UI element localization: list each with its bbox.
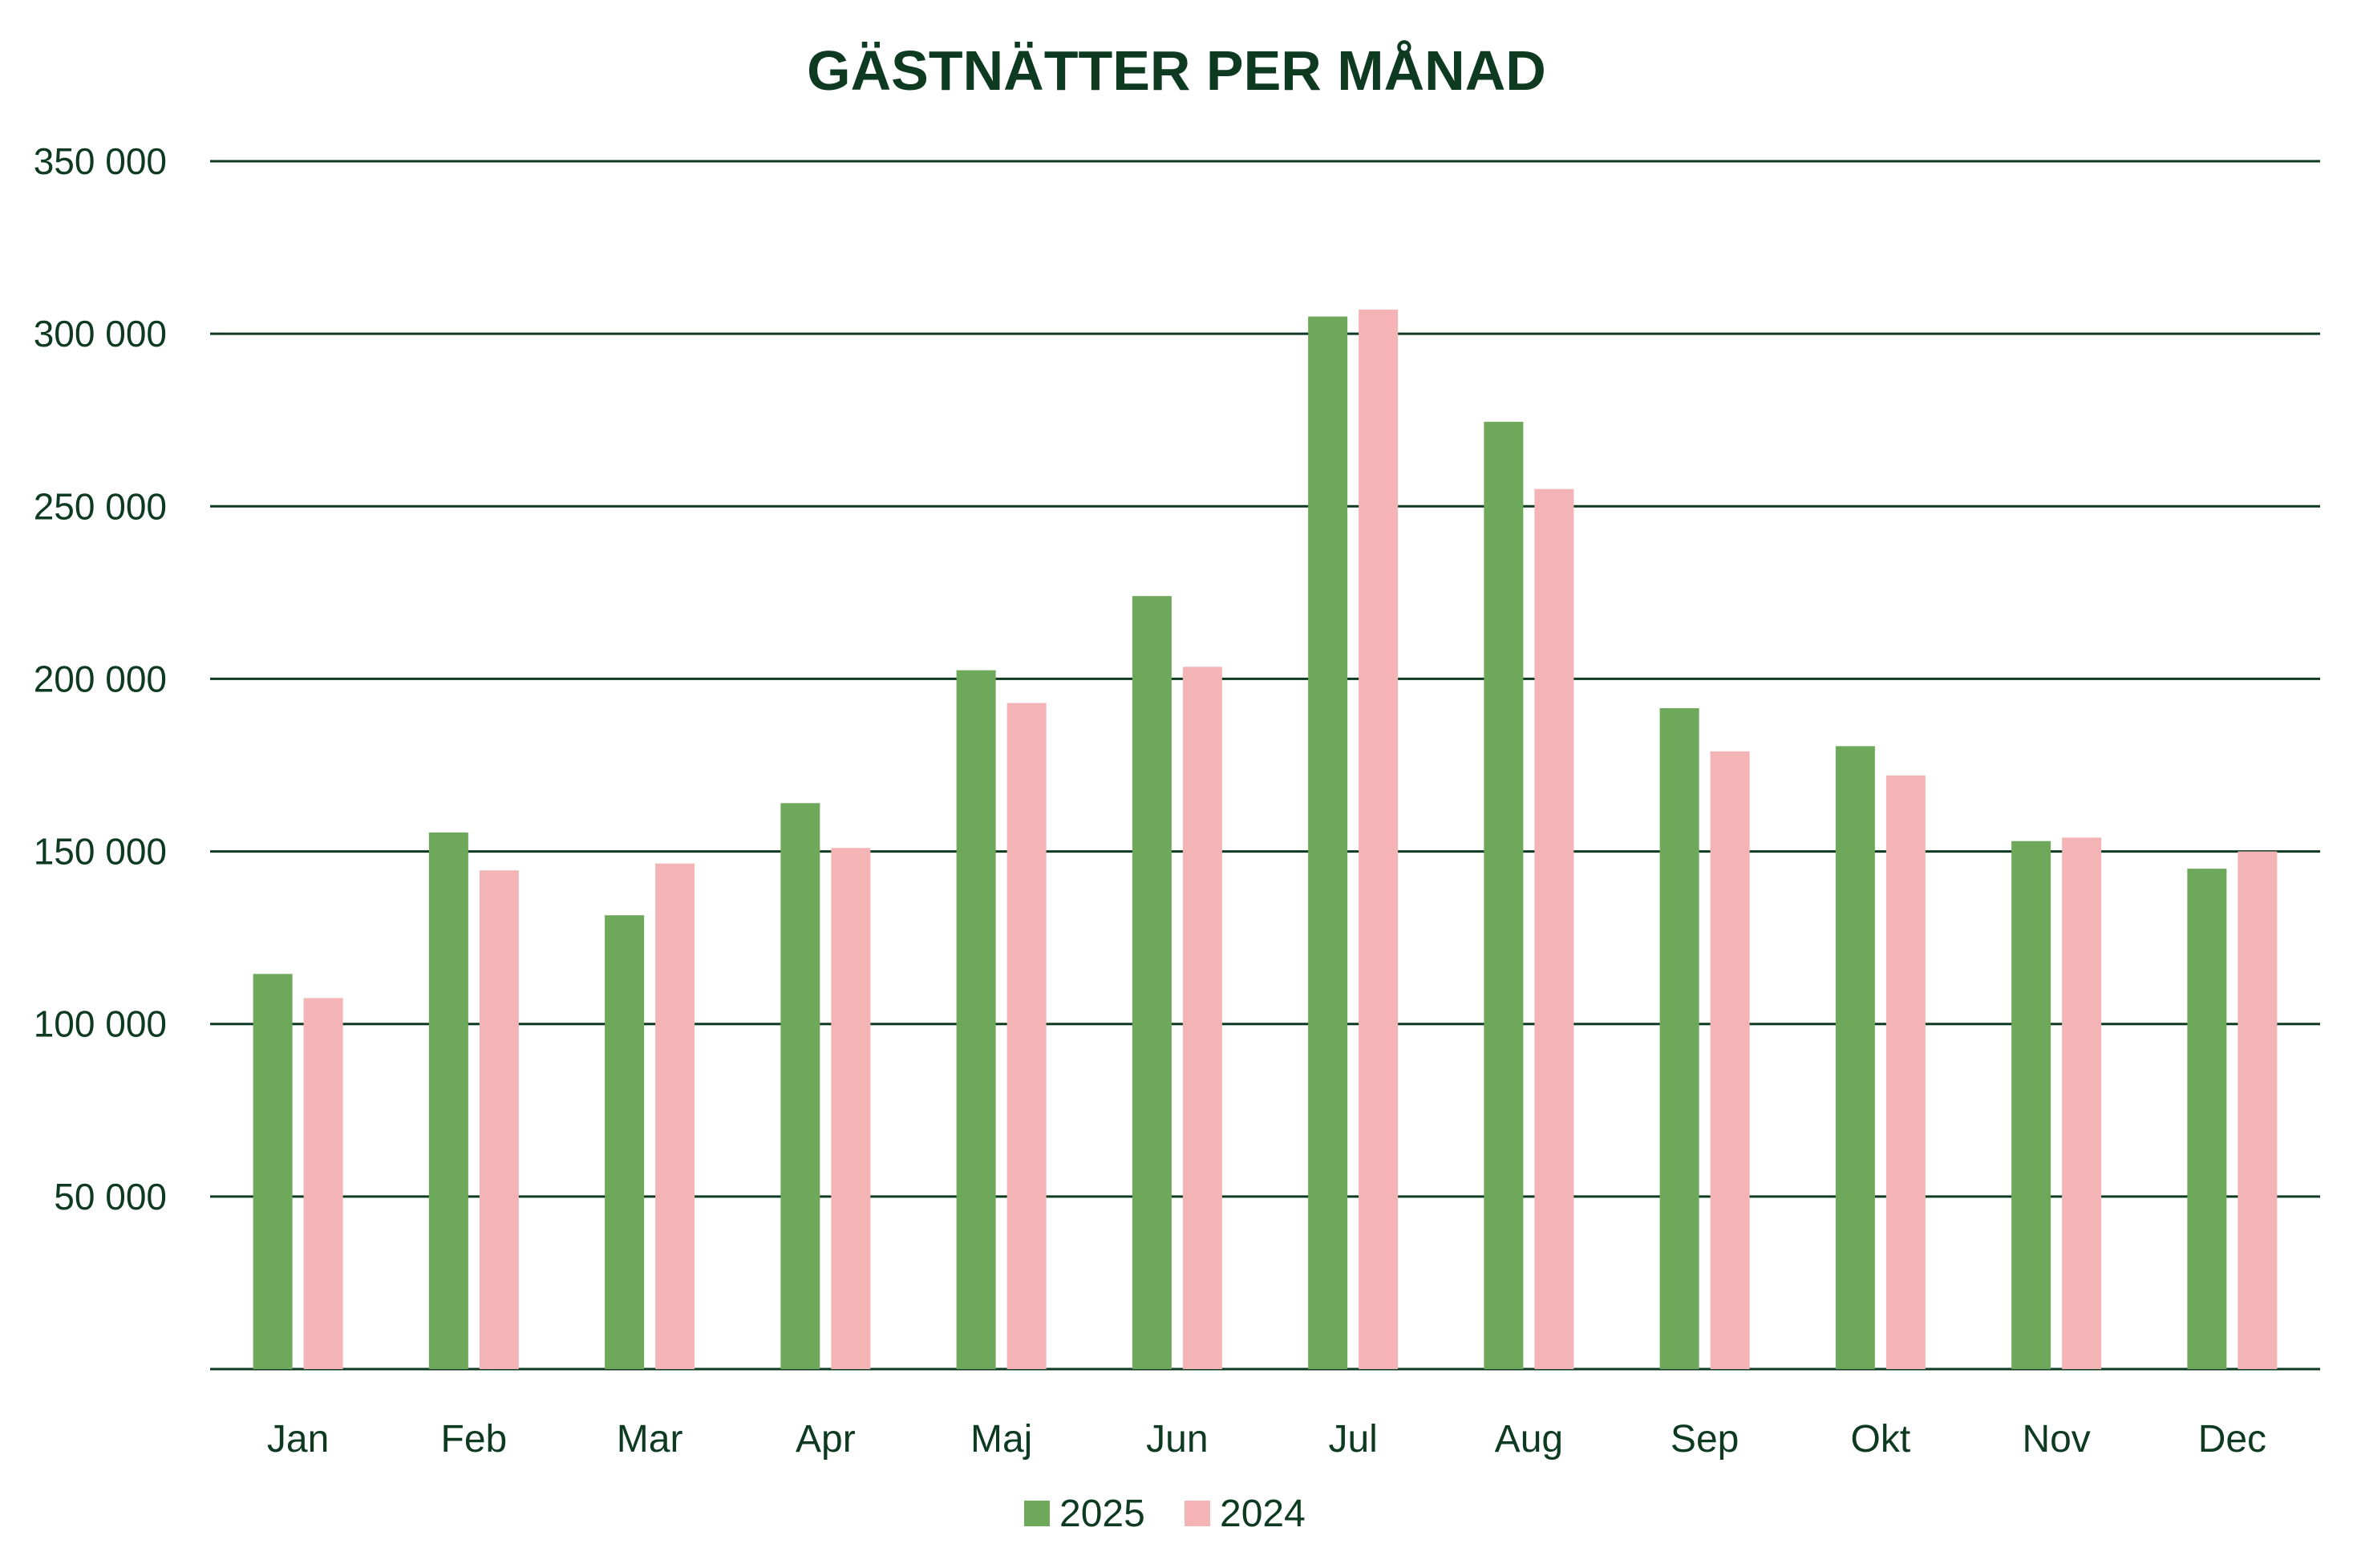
bar-2025-aug bbox=[1484, 421, 1524, 1369]
bar-2025-jun bbox=[1132, 596, 1172, 1369]
bar-2025-nov bbox=[2011, 841, 2051, 1369]
x-tick-label: Nov bbox=[2022, 1418, 2090, 1461]
y-tick-label: 50 000 bbox=[54, 1176, 167, 1218]
bar-2025-maj bbox=[956, 670, 996, 1369]
x-tick-label: Maj bbox=[970, 1418, 1032, 1461]
x-tick-label: Mar bbox=[617, 1418, 683, 1461]
y-tick-label: 100 000 bbox=[34, 1003, 167, 1045]
bar-2024-apr bbox=[831, 848, 871, 1369]
bar-2025-jul bbox=[1308, 316, 1348, 1370]
bar-2024-sep bbox=[1710, 751, 1750, 1369]
bar-2024-jan bbox=[303, 998, 343, 1369]
y-tick-label: 200 000 bbox=[34, 658, 167, 699]
bar-2024-maj bbox=[1006, 703, 1047, 1369]
bar-2024-jul bbox=[1359, 310, 1399, 1370]
bar-2025-okt bbox=[1835, 746, 1875, 1369]
x-tick-label: Sep bbox=[1671, 1418, 1739, 1461]
bar-2024-feb bbox=[479, 870, 519, 1369]
bar-2025-sep bbox=[1659, 708, 1699, 1369]
bar-2024-mar bbox=[655, 863, 695, 1369]
bar-2024-aug bbox=[1534, 488, 1574, 1369]
y-tick-label: 250 000 bbox=[34, 485, 167, 527]
bar-2024-dec bbox=[2238, 851, 2278, 1369]
x-axis-ticks: Jan Feb Mar Apr Maj Jun Jul Aug Sep Okt Nov Dec bbox=[267, 1418, 2266, 1461]
y-tick-label: 350 000 bbox=[34, 140, 167, 182]
bar-2024-okt bbox=[1885, 775, 1926, 1369]
x-tick-label: Jan bbox=[267, 1418, 329, 1461]
legend: 2025 2024 bbox=[1024, 1493, 1306, 1535]
bar-2025-apr bbox=[780, 803, 820, 1369]
y-axis-ticks: 50 000 100 000 150 000 200 000 250 000 300 00… bbox=[34, 140, 167, 1218]
bar-2024-jun bbox=[1182, 667, 1222, 1369]
x-tick-label: Jun bbox=[1146, 1418, 1208, 1461]
bar-2025-feb bbox=[428, 832, 468, 1369]
bar-2025-jan bbox=[253, 974, 293, 1369]
bar-2025-mar bbox=[605, 915, 645, 1369]
x-tick-label: Apr bbox=[796, 1418, 856, 1461]
y-tick-label: 150 000 bbox=[34, 831, 167, 873]
bars bbox=[253, 310, 2278, 1370]
x-tick-label: Okt bbox=[1851, 1418, 1911, 1461]
chart-title: GÄSTNÄTTER PER MÅNAD bbox=[807, 39, 1546, 102]
bar-2025-dec bbox=[2187, 869, 2227, 1369]
x-tick-label: Jul bbox=[1328, 1418, 1377, 1461]
legend-swatch-2024 bbox=[1185, 1501, 1210, 1526]
x-tick-label: Feb bbox=[441, 1418, 508, 1461]
x-tick-label: Aug bbox=[1495, 1418, 1563, 1461]
legend-swatch-2025 bbox=[1024, 1501, 1050, 1526]
legend-label-2025: 2025 bbox=[1059, 1493, 1145, 1535]
legend-label-2024: 2024 bbox=[1220, 1493, 1306, 1535]
bar-2024-nov bbox=[2062, 837, 2102, 1369]
y-tick-label: 300 000 bbox=[34, 313, 167, 355]
gridlines bbox=[210, 160, 2320, 1371]
x-tick-label: Dec bbox=[2198, 1418, 2266, 1461]
